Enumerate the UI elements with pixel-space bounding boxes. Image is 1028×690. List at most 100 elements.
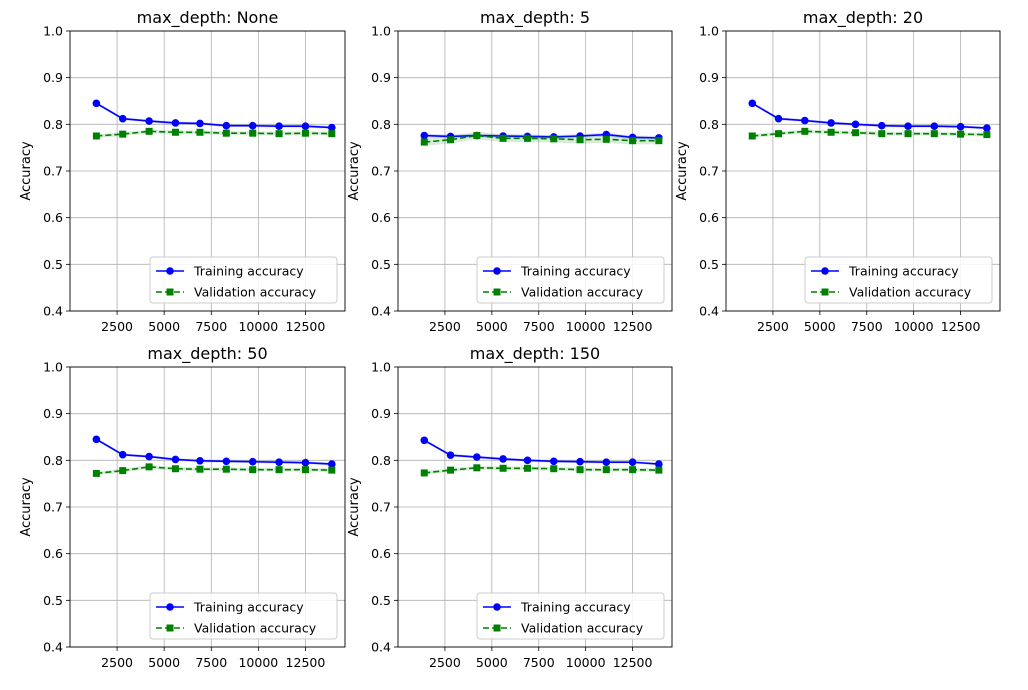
x-tick-label: 10000 [894, 319, 934, 334]
y-tick-label: 0.8 [699, 117, 719, 132]
y-tick-label: 0.6 [371, 546, 391, 561]
plot-frame [397, 30, 673, 312]
x-tick-label: 7500 [851, 319, 883, 334]
y-tick-label: 1.0 [43, 24, 63, 39]
plot-frame [69, 366, 346, 648]
training-accuracy-point [248, 457, 257, 466]
training-accuracy-point [983, 124, 991, 132]
legend-box [476, 592, 665, 640]
legend: Training accuracy Validation accuracy [149, 592, 338, 640]
x-tick-label: 12500 [613, 319, 653, 334]
chart-panel: 0.4 0.5 0.6 0.7 0.8 0.9 1.0 2500 5000 7500 10000 12… [347, 344, 673, 670]
validation-accuracy-point [222, 465, 230, 473]
y-tick-label: 0.7 [699, 164, 719, 179]
training-accuracy-band [424, 438, 659, 466]
legend-training-label: Training accuracy [848, 264, 959, 279]
training-accuracy-band [96, 437, 332, 466]
training-accuracy-point [930, 122, 939, 130]
chart-panel: 0.4 0.5 0.6 0.7 0.8 0.9 1.0 2500 5000 7500 10000 12… [19, 8, 346, 334]
training-accuracy-point [92, 99, 101, 108]
y-axis-label: Accuracy [675, 141, 690, 201]
y-tick-label: 0.5 [371, 257, 391, 272]
chart-title: max_depth: 20 [803, 8, 923, 28]
training-accuracy-point [92, 435, 101, 444]
legend-training-marker [166, 603, 174, 611]
training-accuracy-line [95, 438, 332, 465]
validation-accuracy-point [523, 134, 531, 142]
x-tick-label: 12500 [941, 319, 981, 334]
training-accuracy-point [748, 99, 757, 108]
training-accuracy-point [628, 458, 637, 467]
training-accuracy-point [171, 455, 180, 464]
legend-training-label: Training accuracy [520, 264, 631, 279]
validation-accuracy-point [629, 137, 637, 145]
x-tick-label: 5000 [476, 655, 508, 670]
y-axis-label: Accuracy [19, 141, 34, 201]
training-accuracy-point [956, 122, 965, 131]
validation-accuracy-point [801, 127, 809, 135]
validation-accuracy-point [602, 466, 610, 474]
validation-accuracy-point [447, 136, 455, 144]
validation-accuracy-point [576, 466, 584, 474]
y-tick-label: 0.6 [43, 546, 63, 561]
validation-accuracy-point [328, 130, 336, 138]
chart-title: max_depth: None [137, 8, 279, 28]
validation-accuracy-point [301, 466, 309, 474]
validation-accuracy-point [275, 130, 283, 138]
validation-accuracy-point [878, 130, 886, 138]
y-axis-label: Accuracy [347, 141, 362, 201]
validation-accuracy-point [550, 135, 558, 143]
training-accuracy-point [196, 119, 204, 128]
y-tick-label: 0.9 [43, 406, 63, 421]
y-tick-label: 1.0 [371, 360, 391, 375]
training-accuracy-point [222, 121, 231, 130]
validation-accuracy-point [576, 136, 584, 144]
training-accuracy-point [877, 121, 886, 130]
legend-box [476, 256, 665, 304]
training-accuracy-point [328, 123, 336, 132]
y-tick-label: 0.4 [371, 304, 391, 319]
training-accuracy-point [275, 458, 283, 467]
y-axis-label: Accuracy [347, 477, 362, 537]
chart-title: max_depth: 50 [147, 344, 267, 364]
x-tick-label: 7500 [195, 655, 227, 670]
validation-accuracy-point [499, 464, 507, 472]
x-tick-label: 12500 [613, 655, 653, 670]
chart-panel: 0.4 0.5 0.6 0.7 0.8 0.9 1.0 2500 5000 7500 10000 12… [675, 8, 1001, 334]
validation-accuracy-line [96, 466, 332, 475]
legend-box [149, 256, 338, 304]
validation-accuracy-point [420, 469, 428, 477]
legend-validation-marker [166, 624, 174, 632]
legend-training-label: Training accuracy [193, 264, 304, 279]
legend-validation-label: Validation accuracy [194, 285, 317, 300]
training-accuracy-point [248, 121, 257, 130]
validation-accuracy-point [92, 469, 100, 477]
validation-accuracy-point [748, 132, 756, 140]
validation-accuracy-point [629, 466, 637, 474]
x-tick-label: 5000 [476, 319, 508, 334]
x-tick-label: 2500 [101, 319, 133, 334]
y-tick-label: 0.5 [43, 593, 63, 608]
validation-accuracy-point [775, 130, 783, 138]
validation-accuracy-point [983, 131, 991, 139]
y-tick-label: 0.9 [699, 70, 719, 85]
validation-accuracy-point [447, 466, 455, 474]
validation-accuracy-line [424, 466, 659, 474]
x-tick-label: 2500 [429, 319, 461, 334]
training-accuracy-point [576, 457, 584, 466]
x-tick-label: 12500 [286, 655, 326, 670]
validation-accuracy-point [420, 138, 428, 146]
validation-accuracy-point [145, 127, 153, 135]
validation-accuracy-line [752, 130, 987, 137]
y-tick-label: 0.8 [371, 117, 391, 132]
x-tick-label: 10000 [566, 319, 606, 334]
x-tick-label: 5000 [804, 319, 836, 334]
training-accuracy-line [95, 102, 332, 129]
legend-validation-label: Validation accuracy [521, 621, 644, 636]
validation-accuracy-point [119, 467, 127, 475]
training-accuracy-point [774, 114, 783, 123]
x-tick-label: 2500 [429, 655, 461, 670]
y-tick-label: 0.4 [43, 640, 63, 655]
y-tick-label: 0.7 [43, 164, 63, 179]
